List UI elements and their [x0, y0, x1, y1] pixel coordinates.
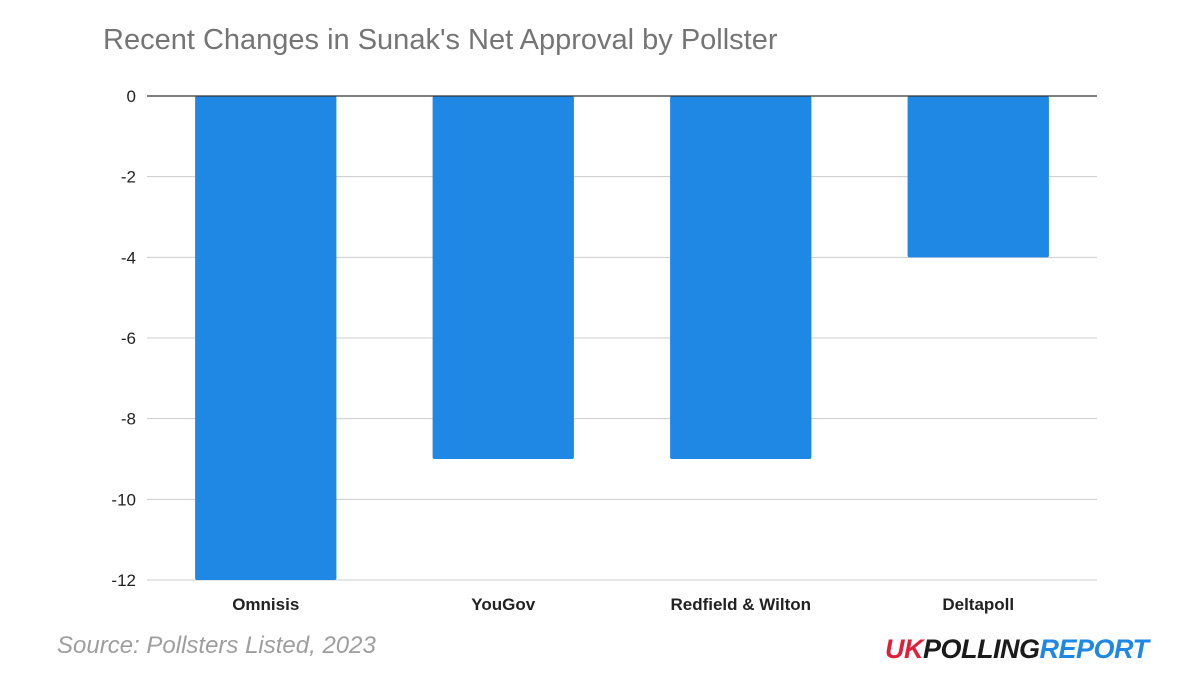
ukpollingreport-logo: UKPOLLINGREPORT: [885, 634, 1149, 665]
bar: [907, 96, 1049, 258]
x-tick-label: Redfield & Wilton: [670, 595, 811, 614]
logo-uk: UK: [885, 634, 924, 664]
bars: [195, 96, 1049, 580]
logo-report: REPORT: [1039, 634, 1150, 664]
bar: [432, 96, 574, 459]
y-tick-label: -10: [111, 490, 136, 509]
x-tick-label: Deltapoll: [942, 595, 1014, 614]
y-tick-label: -8: [121, 410, 136, 429]
x-tick-label: YouGov: [471, 595, 535, 614]
chart-title: Recent Changes in Sunak's Net Approval b…: [103, 24, 778, 56]
bar: [195, 96, 337, 580]
y-tick-label: -6: [121, 329, 136, 348]
bar: [670, 96, 812, 459]
y-tick-label: -4: [121, 248, 136, 267]
source-note: Source: Pollsters Listed, 2023: [57, 632, 376, 659]
y-tick-label: 0: [127, 87, 136, 106]
y-tick-label: -2: [121, 168, 136, 187]
logo-polling: POLLING: [923, 634, 1040, 664]
x-tick-label: Omnisis: [232, 595, 299, 614]
y-tick-label: -12: [111, 571, 136, 590]
x-axis-tick-labels: Omnisis YouGov Redfield & Wilton Deltapoll: [232, 595, 1014, 614]
y-axis-tick-labels: 0 -2 -4 -6 -8 -10 -12: [111, 87, 136, 590]
